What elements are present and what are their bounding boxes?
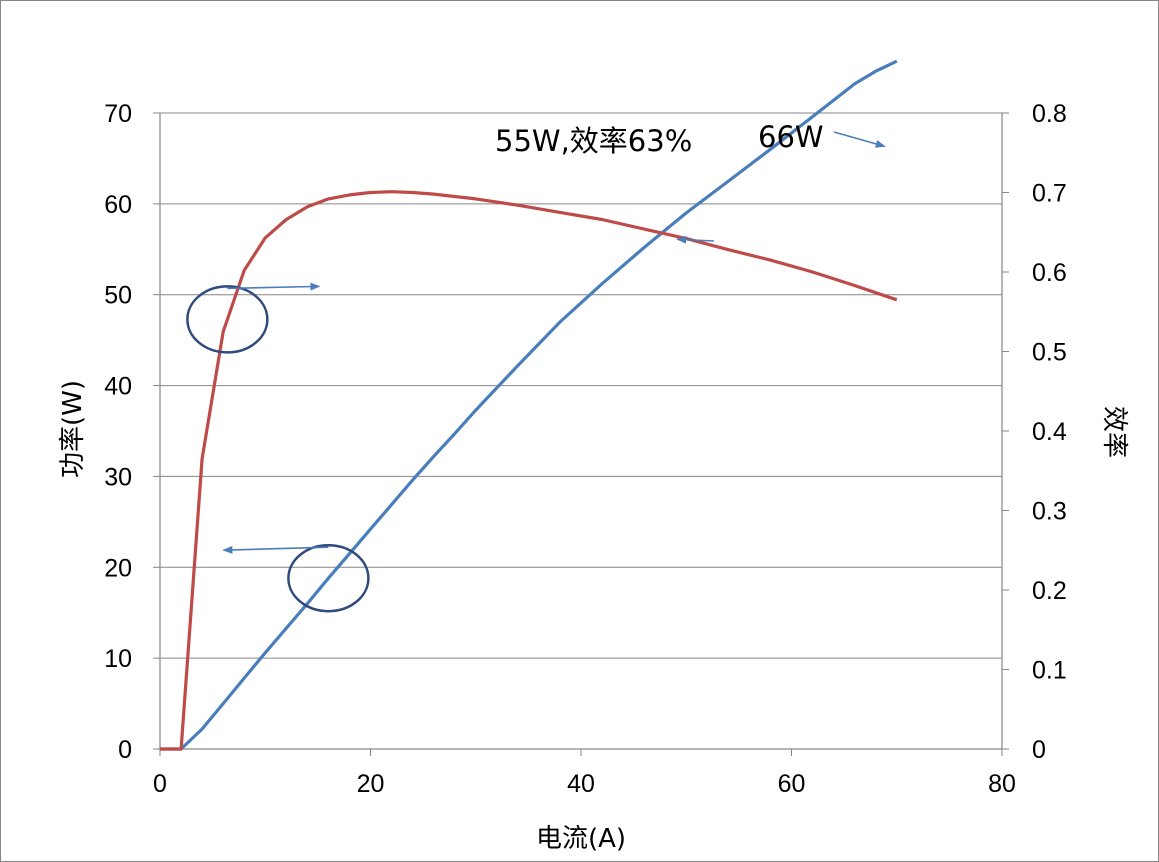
- y-tick-label-6: 60: [104, 191, 132, 219]
- x-tick-label-3: 60: [778, 770, 806, 798]
- y-axis-title: 功率(W): [58, 380, 88, 478]
- arrow-to-right-axis: [227, 282, 321, 291]
- series-line-power: [160, 59, 898, 751]
- y2-tick-label-6: 0.6: [1032, 259, 1067, 287]
- y2-tick-label-2: 0.2: [1032, 577, 1067, 605]
- y-tick-label-0: 0: [118, 736, 132, 764]
- arrow-to-left-axis: [222, 545, 329, 554]
- y-tick-label-2: 20: [104, 554, 132, 582]
- annotation-55w: 55W,效率63%: [495, 124, 692, 158]
- tick-labels: 0 20 40 60 80 0 10 20 30 40 50 60 70 0 0.1 0.2 0.3 0.4 0.5…: [104, 100, 1067, 798]
- y2-axis-title: 效率: [1099, 406, 1129, 458]
- y-tick-label-3: 30: [104, 463, 132, 491]
- y-tick-label-7: 70: [104, 100, 132, 128]
- x-tick-label-1: 20: [357, 770, 385, 798]
- y2-tick-label-4: 0.4: [1032, 418, 1067, 446]
- y2-tick-label-0: 0: [1032, 736, 1046, 764]
- arrow-55w: [676, 235, 715, 244]
- series-lines: [160, 59, 898, 751]
- y2-tick-label-3: 0.3: [1032, 498, 1067, 526]
- series-line-efficiency: [160, 190, 898, 751]
- y-tick-label-4: 40: [104, 373, 132, 401]
- x-tick-label-0: 0: [153, 770, 167, 798]
- axes: [153, 112, 1009, 756]
- x-tick-label-2: 40: [567, 770, 595, 798]
- arrow-66w: [833, 131, 886, 148]
- y2-tick-label-7: 0.7: [1032, 180, 1067, 208]
- marker-ellipse-power: [287, 543, 370, 613]
- gridlines: [160, 112, 1002, 659]
- marker-ellipse-efficiency: [186, 285, 269, 354]
- y2-tick-label-8: 0.8: [1032, 100, 1067, 128]
- y-tick-label-1: 10: [104, 645, 132, 673]
- y2-tick-label-1: 0.1: [1032, 657, 1067, 685]
- annotation-66w: 66W: [758, 120, 824, 154]
- x-tick-label-4: 80: [988, 770, 1016, 798]
- x-axis-title: 电流(A): [536, 824, 626, 854]
- y-tick-label-5: 50: [104, 282, 132, 310]
- y2-tick-label-5: 0.5: [1032, 339, 1067, 367]
- annotations: [186, 131, 886, 613]
